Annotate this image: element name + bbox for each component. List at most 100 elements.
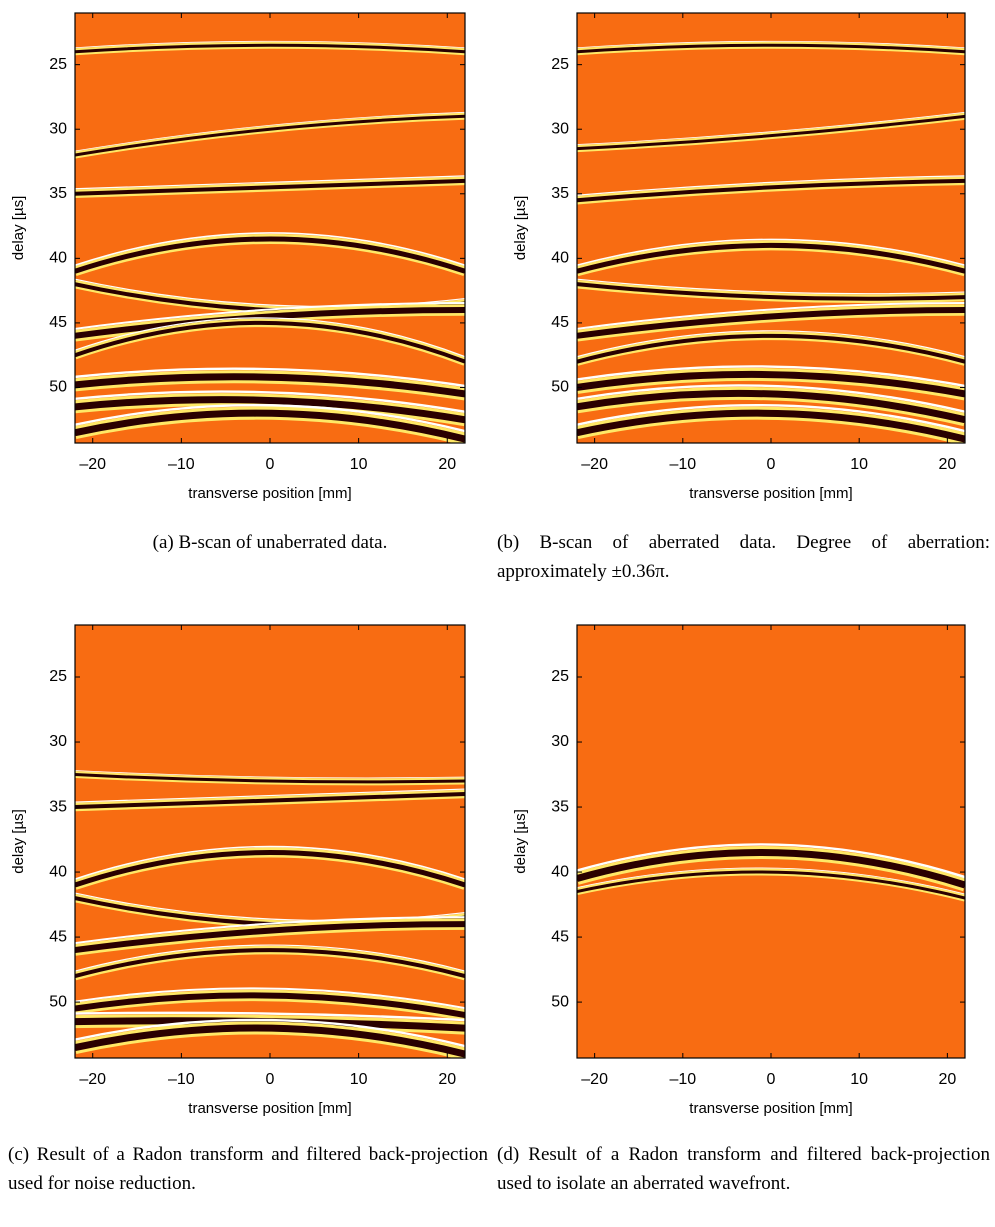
- wavefront-stripe: [577, 849, 965, 889]
- y-tick-label: 25: [49, 668, 67, 685]
- y-tick-label: 40: [551, 250, 569, 267]
- x-tick-label: 20: [938, 456, 956, 473]
- y-axis-label: delay [µs]: [512, 809, 529, 874]
- y-axis-label: delay [µs]: [10, 809, 27, 874]
- wavefront-stripe: [577, 365, 965, 388]
- y-tick-label: 40: [49, 250, 67, 267]
- x-tick-label: –10: [669, 1071, 696, 1088]
- wavefront-stripe: [577, 178, 965, 203]
- wavefront-stripe: [75, 40, 465, 49]
- wavefront-stripe: [75, 373, 465, 398]
- y-tick-label: 35: [551, 798, 569, 815]
- x-tick-label: –10: [168, 1071, 195, 1088]
- wavefront-stripe: [75, 320, 465, 364]
- wavefront-stripe: [75, 921, 465, 954]
- wavefront-stripe: [75, 1018, 465, 1048]
- wavefront-stripe: [75, 409, 465, 443]
- y-tick-label: 25: [551, 56, 569, 73]
- caption: (c) Result of a Radon transform and filt…: [8, 1144, 488, 1194]
- y-tick-label: 35: [49, 185, 67, 202]
- wavefront-stripe: [75, 845, 465, 880]
- wavefront-stripe: [75, 43, 465, 54]
- x-tick-label: 0: [266, 1071, 275, 1088]
- y-tick-label: 40: [551, 863, 569, 880]
- y-tick-label: 30: [49, 120, 67, 137]
- wavefront-stripe: [75, 992, 465, 1019]
- y-axis-label: delay [µs]: [10, 196, 27, 261]
- wavefront-stripe: [75, 390, 465, 413]
- wavefront-stripe: [75, 1011, 465, 1022]
- y-tick-label: 45: [49, 928, 67, 945]
- wavefront-stripe: [577, 389, 965, 424]
- wavefront-stripe: [577, 175, 965, 196]
- x-tick-label: 10: [850, 1071, 868, 1088]
- x-tick-label: –10: [168, 456, 195, 473]
- y-tick-label: 25: [551, 668, 569, 685]
- wavefront-stripe: [75, 317, 465, 358]
- wavefront-stripe: [577, 278, 965, 295]
- wavefront-stripe: [75, 773, 465, 784]
- wavefront-stripe: [577, 867, 965, 895]
- wavefront-stripe: [577, 330, 965, 358]
- wavefront-stripe: [75, 987, 465, 1010]
- x-tick-label: 0: [767, 1071, 776, 1088]
- x-tick-label: 20: [938, 1071, 956, 1088]
- x-axis-label: transverse position [mm]: [188, 485, 351, 502]
- x-tick-label: –10: [669, 456, 696, 473]
- x-tick-label: 10: [850, 456, 868, 473]
- wavefront-stripe: [75, 1024, 465, 1058]
- x-tick-label: –20: [581, 1071, 608, 1088]
- wavefront-stripe: [577, 384, 965, 413]
- wavefront-stripe: [75, 236, 465, 274]
- x-axis-label: transverse position [mm]: [188, 1100, 351, 1117]
- x-axis-label: transverse position [mm]: [689, 485, 852, 502]
- wavefront-stripe: [75, 770, 465, 779]
- x-tick-label: 0: [767, 456, 776, 473]
- wavefront-stripe: [577, 238, 965, 267]
- image-panel: [577, 625, 965, 1058]
- wavefront-stripe: [577, 333, 965, 364]
- image-panel: [75, 625, 465, 1058]
- y-tick-label: 50: [49, 993, 67, 1010]
- wavefront-stripe: [577, 111, 965, 145]
- wavefront-stripe: [75, 306, 465, 339]
- y-tick-label: 45: [49, 314, 67, 331]
- wavefront-stripe: [75, 175, 465, 190]
- wavefront-stripe: [577, 843, 965, 879]
- x-tick-label: 0: [266, 456, 275, 473]
- wavefront-stripe: [75, 114, 465, 157]
- wavefront-stripe: [75, 232, 465, 267]
- caption: (b) B-scan of aberrated data. Degree of …: [497, 532, 990, 582]
- wavefront-stripe: [75, 404, 465, 433]
- wavefront-stripe: [577, 43, 965, 54]
- y-tick-label: 35: [551, 185, 569, 202]
- x-tick-label: 20: [438, 1071, 456, 1088]
- caption: (a) B-scan of unaberrated data.: [152, 532, 388, 553]
- wavefront-stripe: [75, 944, 465, 972]
- wavefront-stripe: [577, 301, 965, 330]
- y-tick-label: 40: [49, 863, 67, 880]
- y-tick-label: 50: [551, 993, 569, 1010]
- y-tick-label: 45: [551, 928, 569, 945]
- x-tick-label: 10: [350, 1071, 368, 1088]
- wavefront-stripe: [577, 870, 965, 900]
- x-tick-label: 10: [350, 456, 368, 473]
- image-background: [577, 625, 965, 1058]
- y-tick-label: 50: [49, 379, 67, 396]
- wavefront-stripe: [75, 111, 465, 152]
- wavefront-stripe: [75, 788, 465, 803]
- wavefront-stripe: [75, 367, 465, 388]
- wavefront-stripe: [577, 370, 965, 398]
- wavefront-stripe: [75, 792, 465, 810]
- x-axis-label: transverse position [mm]: [689, 1100, 852, 1117]
- x-tick-label: –20: [79, 456, 106, 473]
- wavefront-stripe: [75, 916, 465, 945]
- image-panel: [75, 13, 465, 443]
- image-panel: [577, 13, 965, 443]
- y-tick-label: 35: [49, 798, 67, 815]
- image-background: [75, 625, 465, 1058]
- wavefront-stripe: [577, 40, 965, 49]
- x-tick-label: –20: [79, 1071, 106, 1088]
